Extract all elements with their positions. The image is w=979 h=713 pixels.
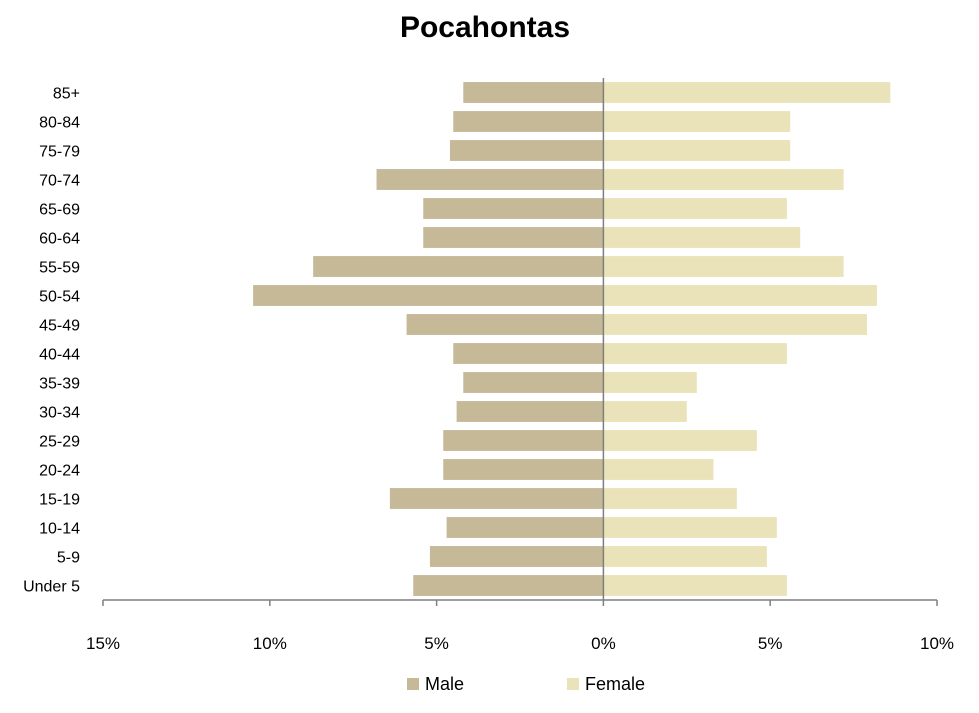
bar-female-4 xyxy=(603,459,714,480)
category-label: 65-69 xyxy=(39,202,80,219)
bar-female-2 xyxy=(603,517,777,538)
bar-male-12 xyxy=(423,227,604,248)
x-tick-label: 10% xyxy=(253,634,287,653)
x-axis: 15% 10% 5% 0% 5% 10% xyxy=(86,78,954,653)
category-label: 35-39 xyxy=(39,376,80,393)
category-label: 85+ xyxy=(53,86,80,103)
category-label: 60-64 xyxy=(39,231,80,248)
bar-male-1 xyxy=(429,546,604,567)
bar-male-9 xyxy=(406,314,604,335)
bar-female-14 xyxy=(603,169,844,190)
bar-male-14 xyxy=(376,169,604,190)
category-label: 45-49 xyxy=(39,318,80,335)
bar-female-8 xyxy=(603,343,787,364)
bar-female-15 xyxy=(603,140,791,161)
bar-male-0 xyxy=(413,575,604,596)
category-label: 80-84 xyxy=(39,115,80,132)
category-label: 25-29 xyxy=(39,434,80,451)
bar-male-4 xyxy=(443,459,604,480)
x-tick-label: 10% xyxy=(920,634,954,653)
category-label: 55-59 xyxy=(39,260,80,277)
bar-female-13 xyxy=(603,198,787,219)
x-tick-label: 0% xyxy=(591,634,616,653)
category-labels: Under 5 5-9 10-14 15-19 20-24 25-29 30-34 35-39… xyxy=(23,86,80,596)
bar-male-6 xyxy=(456,401,604,422)
category-label: 30-34 xyxy=(39,405,80,422)
bar-female-16 xyxy=(603,111,791,132)
x-tick-label: 5% xyxy=(758,634,783,653)
bar-female-7 xyxy=(603,372,697,393)
legend-label-male: Male xyxy=(425,674,464,694)
bar-male-11 xyxy=(313,256,604,277)
bars-group xyxy=(253,82,891,596)
bar-female-9 xyxy=(603,314,867,335)
category-label: 5-9 xyxy=(57,550,80,567)
bar-male-8 xyxy=(453,343,604,364)
chart-title: Pocahontas xyxy=(400,11,570,44)
bar-male-13 xyxy=(423,198,604,219)
legend: Male Female xyxy=(407,674,645,694)
bar-male-17 xyxy=(463,82,604,103)
x-tick-label: 15% xyxy=(86,634,120,653)
category-label: 10-14 xyxy=(39,521,80,538)
bar-female-11 xyxy=(603,256,844,277)
bar-female-12 xyxy=(603,227,801,248)
bar-female-3 xyxy=(603,488,737,509)
legend-label-female: Female xyxy=(585,674,645,694)
x-tick-label: 5% xyxy=(424,634,449,653)
bar-female-10 xyxy=(603,285,877,306)
category-label: 40-44 xyxy=(39,347,80,364)
category-label: 15-19 xyxy=(39,492,80,509)
category-label: 70-74 xyxy=(39,173,80,190)
bar-male-3 xyxy=(389,488,604,509)
bar-female-6 xyxy=(603,401,687,422)
category-label: 75-79 xyxy=(39,144,80,161)
category-label: Under 5 xyxy=(23,579,80,596)
legend-swatch-male xyxy=(407,678,419,690)
bar-female-17 xyxy=(603,82,891,103)
category-label: 50-54 xyxy=(39,289,80,306)
category-label: 20-24 xyxy=(39,463,80,480)
bar-female-1 xyxy=(603,546,767,567)
bar-male-16 xyxy=(453,111,604,132)
bar-male-5 xyxy=(443,430,604,451)
bar-male-2 xyxy=(446,517,604,538)
bar-male-7 xyxy=(463,372,604,393)
legend-swatch-female xyxy=(567,678,579,690)
bar-male-10 xyxy=(253,285,604,306)
bar-female-0 xyxy=(603,575,787,596)
bar-female-5 xyxy=(603,430,757,451)
bar-male-15 xyxy=(449,140,604,161)
